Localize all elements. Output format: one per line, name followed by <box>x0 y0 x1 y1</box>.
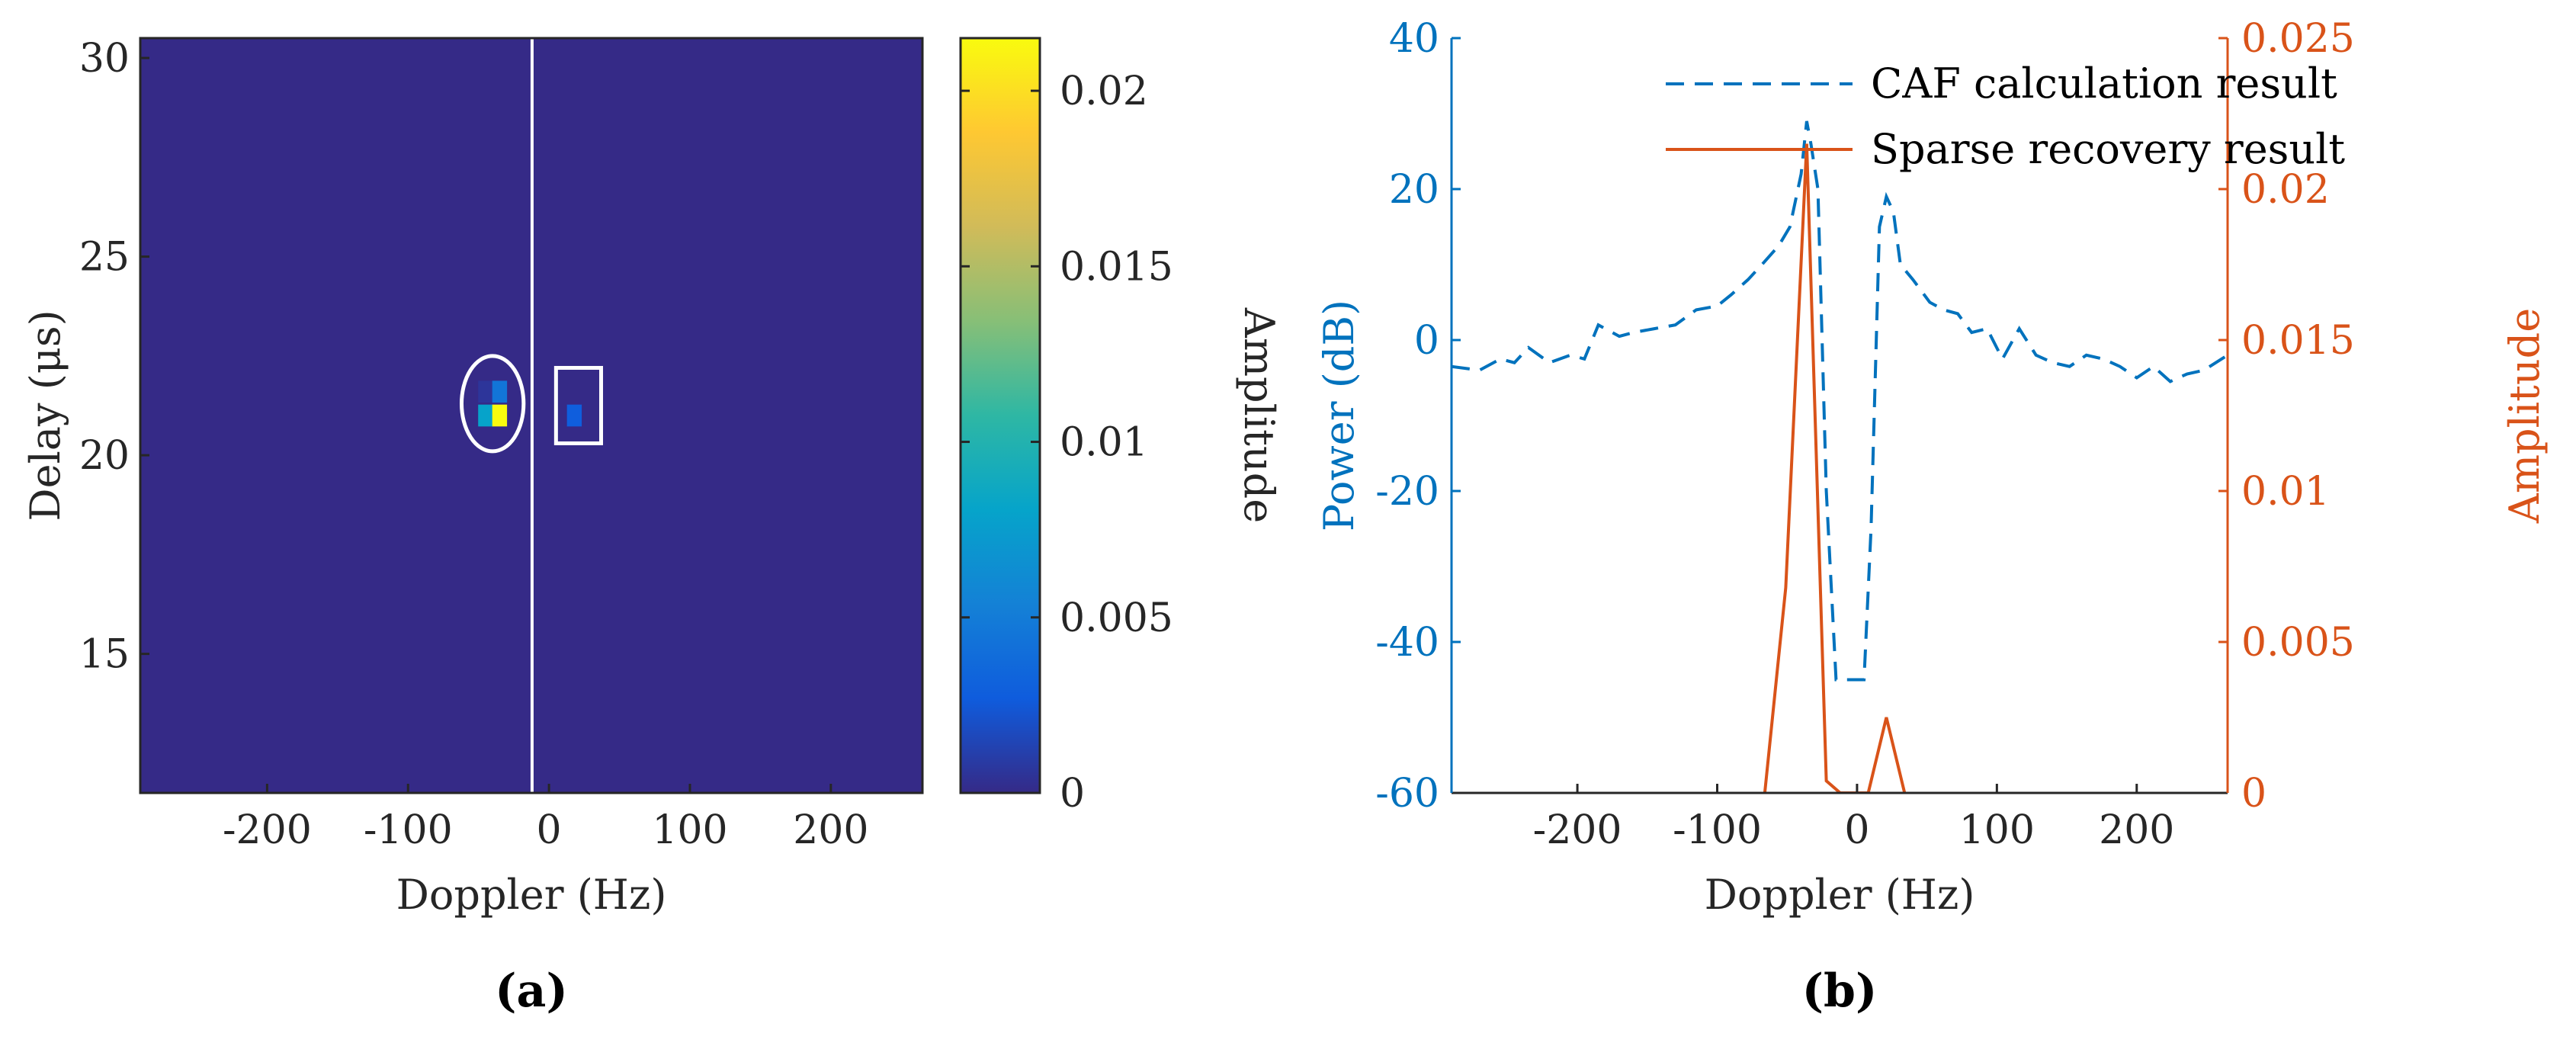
heatmap-y-tick-label: 30 <box>79 36 130 82</box>
heatmap-cell-1 <box>492 380 508 403</box>
colorbar-tick-label: 0 <box>1060 771 1085 817</box>
colorbar-tick-label: 0.015 <box>1060 244 1173 290</box>
heatmap-y-tick-label: 15 <box>79 632 130 678</box>
line-x-ticks: -200 -100 0 100 200 <box>1533 784 2174 853</box>
legend-label-sparse: Sparse recovery result <box>1871 125 2345 173</box>
colorbar-frame <box>959 37 1041 794</box>
heatmap-x-tick-label: 100 <box>652 807 727 853</box>
legend: CAF calculation result Sparse recovery r… <box>1666 59 2345 173</box>
line-x-tick-label: 0 <box>1844 807 1869 853</box>
heatmap-x-ticks: -200 -100 0 100 200 <box>223 784 868 853</box>
heatmap-frame <box>139 37 924 794</box>
heatmap-annotations <box>459 38 604 793</box>
right-y-tick-label: 0.02 <box>2241 167 2330 213</box>
right-y-tick-label: 0.015 <box>2241 318 2355 364</box>
right-y-tick-label: 0 <box>2241 771 2266 817</box>
line-x-tick-label: 100 <box>1959 807 2035 853</box>
right-y-ticks: 0 0.005 0.01 0.015 0.02 0.025 <box>2218 16 2355 817</box>
heatmap-y-axis-label: Delay (μs) <box>21 310 69 521</box>
heatmap-x-tick-label: 200 <box>793 807 868 853</box>
series-line-caf <box>1452 120 2228 682</box>
right-y-tick-label: 0.005 <box>2241 620 2355 666</box>
colorbar-ticks: 0 0.005 0.01 0.015 0.02 <box>961 69 1173 817</box>
left-y-tick-label: -20 <box>1375 469 1439 515</box>
colorbar-tick-label: 0.005 <box>1060 595 1173 641</box>
colorbar-tick-label: 0.02 <box>1060 69 1148 114</box>
heatmap-cell-0 <box>478 380 493 403</box>
annotation-ellipse <box>459 354 526 454</box>
left-y-tick-label: -40 <box>1375 620 1439 666</box>
right-y-tick-label: 0.025 <box>2241 16 2355 62</box>
panel-label-a: (a) <box>495 964 568 1018</box>
heatmap-x-axis-label: Doppler (Hz) <box>396 871 667 919</box>
panel-a-heatmap: -200 -100 0 100 200 15 20 25 30 Doppler (Hz) De… <box>21 36 1283 1018</box>
left-y-tick-label: -60 <box>1375 771 1439 817</box>
left-y-tick-label: 20 <box>1389 167 1439 213</box>
heatmap-x-tick-label: -100 <box>364 807 453 853</box>
annotation-rectangle <box>553 365 604 445</box>
colorbar <box>961 38 1040 793</box>
right-y-axis-label: Amplitude <box>2501 308 2549 524</box>
right-y-tick-label: 0.01 <box>2241 469 2330 515</box>
heatmap-cell-3 <box>492 404 508 427</box>
heatmap-cell-2 <box>478 404 493 427</box>
left-y-tick-label: 40 <box>1389 16 1439 62</box>
line-x-axis-label: Doppler (Hz) <box>1705 871 1975 919</box>
legend-label-caf: CAF calculation result <box>1871 59 2337 108</box>
line-x-tick-label: -200 <box>1533 807 1622 853</box>
heatmap-x-tick-label: 0 <box>537 807 562 853</box>
heatmap-y-ticks: 15 20 25 30 <box>79 36 149 678</box>
panel-label-b: (b) <box>1802 964 1878 1018</box>
left-y-tick-label: 0 <box>1414 318 1439 364</box>
heatmap-y-tick-label: 25 <box>79 235 130 281</box>
heatmap-x-tick-label: -200 <box>223 807 312 853</box>
left-y-axis-label: Power (dB) <box>1315 300 1363 531</box>
line-x-tick-label: -100 <box>1673 807 1762 853</box>
left-y-ticks: -60 -40 -20 0 20 40 <box>1375 16 1461 817</box>
colorbar-tick-label: 0.01 <box>1060 420 1148 466</box>
heatmap-y-tick-label: 20 <box>79 433 130 479</box>
series-line-sparse <box>1763 143 1907 793</box>
line-x-tick-label: 200 <box>2099 807 2174 853</box>
colorbar-label: Amplitude <box>1235 307 1283 523</box>
heatmap-cell-4 <box>566 404 582 427</box>
plot-area <box>1452 38 2228 793</box>
heatmap-cells <box>478 380 582 427</box>
